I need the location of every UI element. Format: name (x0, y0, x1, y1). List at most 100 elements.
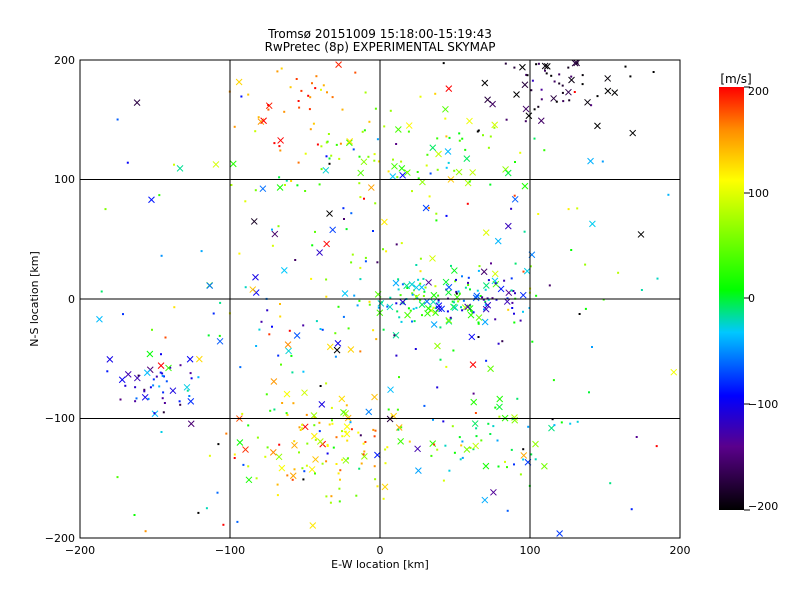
point-dot-marker (483, 308, 485, 311)
point-x-marker (371, 393, 378, 401)
point-dot-marker (265, 393, 268, 396)
point-dot-marker (472, 448, 475, 451)
point-dot-marker (326, 452, 329, 455)
point-dot-marker (482, 134, 484, 137)
point-dot-marker (313, 424, 316, 427)
point-dot-marker (442, 420, 445, 423)
point-dot-marker (398, 316, 401, 319)
point-dot-marker (269, 409, 272, 412)
point-x-marker (326, 210, 333, 217)
point-x-marker (326, 343, 334, 351)
point-dot-marker (311, 244, 314, 247)
point-dot-marker (570, 75, 573, 78)
point-dot-marker (217, 443, 220, 446)
point-dot-marker (425, 164, 428, 167)
point-x-marker (422, 204, 430, 212)
point-dot-marker (457, 290, 460, 293)
point-x-marker (496, 395, 504, 403)
point-dot-marker (361, 130, 364, 133)
point-dot-marker (389, 296, 392, 299)
point-x-marker (270, 378, 278, 385)
point-dot-marker (298, 426, 301, 429)
point-x-marker (341, 290, 349, 297)
point-x-marker (316, 249, 323, 256)
point-dot-marker (164, 336, 167, 339)
point-dot-marker (461, 456, 464, 459)
point-dot-marker (570, 249, 573, 251)
point-dot-marker (461, 309, 464, 312)
point-dot-marker (534, 458, 537, 461)
point-x-marker (235, 78, 243, 86)
point-dot-marker (255, 345, 258, 347)
point-dot-marker (533, 137, 536, 140)
colorbar-tick-label: −200 (748, 500, 778, 513)
point-x-marker (442, 105, 449, 113)
point-x-marker (503, 298, 511, 305)
point-dot-marker (530, 89, 533, 92)
point-x-marker (429, 255, 436, 262)
point-dot-marker (268, 333, 271, 336)
point-dot-marker (414, 348, 417, 350)
point-x-marker (404, 311, 411, 319)
point-dot-marker (359, 266, 362, 269)
point-dot-marker (358, 299, 361, 302)
point-x-marker (322, 166, 330, 174)
point-dot-marker (144, 530, 147, 533)
point-x-marker (568, 76, 575, 84)
point-x-marker (523, 267, 531, 275)
point-x-marker (550, 95, 558, 102)
point-dot-marker (537, 213, 540, 215)
point-dot-marker (328, 157, 331, 160)
point-x-marker (587, 157, 594, 165)
point-x-marker (463, 446, 471, 453)
point-x-marker (405, 122, 413, 129)
point-dot-marker (343, 218, 345, 220)
point-dot-marker (288, 329, 291, 332)
point-dot-marker (271, 325, 273, 328)
point-x-marker (463, 155, 471, 162)
point-dot-marker (489, 183, 492, 186)
point-dot-marker (353, 294, 356, 297)
colorbar (719, 87, 744, 510)
point-dot-marker (290, 354, 293, 357)
point-x-marker (464, 303, 471, 311)
point-dot-marker (477, 321, 480, 324)
point-dot-marker (362, 453, 365, 456)
point-dot-marker (505, 118, 508, 121)
point-dot-marker (519, 319, 522, 322)
point-x-marker (480, 268, 488, 276)
point-dot-marker (359, 278, 362, 281)
point-x-marker (318, 400, 326, 408)
point-x-marker (148, 196, 155, 204)
point-dot-marker (506, 297, 509, 300)
point-x-marker (532, 440, 539, 448)
point-dot-marker (368, 120, 371, 123)
point-dot-marker (298, 451, 300, 454)
point-x-marker (434, 342, 441, 350)
point-x-marker (450, 267, 458, 274)
point-dot-marker (149, 386, 152, 389)
point-dot-marker (334, 332, 337, 335)
point-dot-marker (305, 413, 308, 416)
point-dot-marker (479, 295, 482, 297)
point-dot-marker (395, 302, 398, 305)
point-dot-marker (386, 305, 389, 308)
point-dot-marker (428, 195, 431, 198)
point-x-marker (342, 410, 350, 417)
point-dot-marker (519, 151, 522, 154)
point-dot-marker (163, 402, 166, 404)
point-dot-marker (437, 301, 440, 304)
point-dot-marker (373, 435, 376, 438)
point-dot-marker (472, 311, 475, 314)
point-dot-marker (277, 225, 280, 228)
point-dot-marker (303, 470, 306, 473)
point-x-marker (343, 423, 351, 430)
point-dot-marker (326, 443, 329, 446)
point-x-marker (482, 282, 490, 289)
point-dot-marker (244, 286, 247, 289)
point-dot-marker (433, 443, 436, 446)
point-dot-marker (512, 290, 515, 292)
point-dot-marker (279, 315, 282, 318)
point-dot-marker (364, 256, 367, 259)
point-dot-marker (522, 310, 524, 313)
